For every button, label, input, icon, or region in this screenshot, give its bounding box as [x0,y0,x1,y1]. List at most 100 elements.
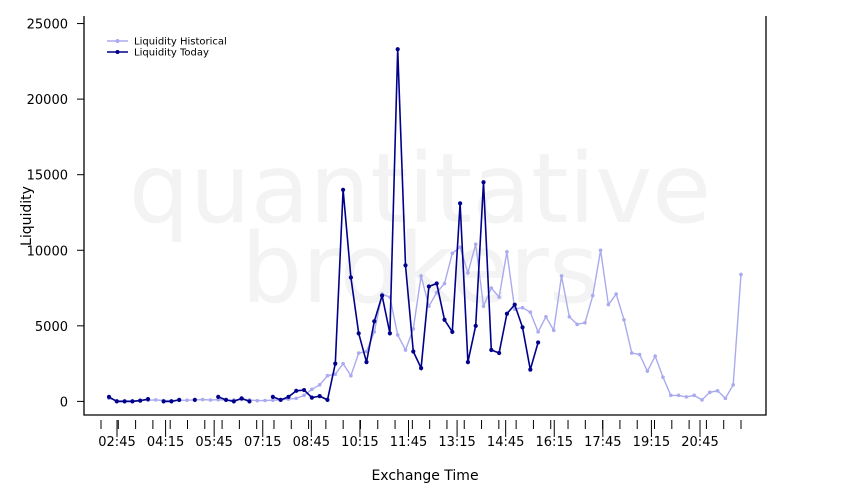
data-point [294,388,299,393]
data-point [598,248,603,253]
data-point [715,389,720,393]
data-point [270,394,275,399]
data-point [348,275,353,280]
data-point [481,180,486,185]
data-point [216,394,221,399]
data-point [395,47,400,52]
data-point [263,398,267,403]
data-point [505,249,509,254]
data-point [567,314,572,319]
data-point [333,361,338,366]
data-point [239,396,244,401]
data-point [497,295,501,299]
x-tick-label: 13:15 [438,435,475,450]
data-point [427,304,431,308]
data-point [294,396,299,401]
y-tick-label: 5000 [35,320,68,335]
data-point [551,328,556,333]
x-tick-label: 04:15 [147,435,184,450]
data-point [138,398,143,403]
data-point [497,350,502,356]
x-tick-label: 17:45 [584,435,621,450]
data-point [302,393,306,398]
data-point [379,293,385,298]
data-point [122,399,127,404]
data-point [583,321,587,325]
data-point [442,281,447,286]
data-point [661,375,665,380]
x-tick-label: 10:15 [341,435,378,450]
legend-marker [115,50,120,54]
data-point [426,284,432,289]
data-point [520,305,525,310]
data-point [130,399,135,404]
data-point [309,395,314,400]
data-point [466,271,470,275]
data-point [395,333,400,337]
y-tick-label: 20000 [27,93,68,108]
x-tick-label: 11:45 [390,435,427,450]
data-point [668,393,673,398]
data-point [622,317,626,322]
x-tick-label: 07:15 [244,435,281,450]
data-point [723,396,728,401]
plot-frame [83,16,767,416]
y-axis-title: Liquidity [19,186,35,246]
data-point [684,395,689,399]
data-point [169,399,174,404]
data-point [544,314,548,319]
data-point [341,361,345,366]
data-point [372,330,377,334]
x-tick-label: 20:45 [681,435,718,450]
data-point [208,398,213,402]
data-point [458,201,463,206]
x-tick-label: 08:45 [293,435,330,450]
x-tick-label: 19:15 [633,435,670,450]
data-point [340,187,346,192]
data-point [247,399,252,404]
data-point [536,340,541,345]
data-point [286,394,291,399]
data-point [676,393,681,398]
data-point [458,245,462,250]
data-point [372,319,377,324]
watermark-line-1: quantitative [129,133,711,245]
data-point [325,373,330,378]
data-point [629,351,634,355]
series-line [108,244,742,402]
plot-series [106,47,743,404]
data-point [154,398,158,402]
y-tick-label: 25000 [27,18,68,33]
data-point [317,394,322,399]
data-point [700,398,704,402]
data-point [739,272,743,277]
data-point [192,397,197,402]
data-point [114,399,119,404]
data-point [504,311,510,316]
data-point [707,390,712,395]
data-point [278,397,283,402]
legend-label: Liquidity Historical [134,37,227,48]
data-point [442,317,447,322]
y-tick-label: 15000 [27,169,68,184]
data-point [489,286,494,290]
data-point [520,325,525,330]
data-point [692,393,696,398]
data-point [403,263,408,268]
x-tick-label: 05:45 [195,435,232,450]
data-point [536,330,540,334]
data-point [364,349,369,354]
data-point [450,251,455,256]
data-point [349,373,353,378]
data-point [177,397,182,402]
data-point [473,242,478,247]
data-point [528,310,533,315]
data-point [387,331,392,336]
data-point [559,274,564,278]
x-axis-title: Exchange Time [371,468,478,484]
data-point [161,399,166,404]
data-point [200,397,205,402]
x-tick-label: 16:15 [536,435,573,450]
